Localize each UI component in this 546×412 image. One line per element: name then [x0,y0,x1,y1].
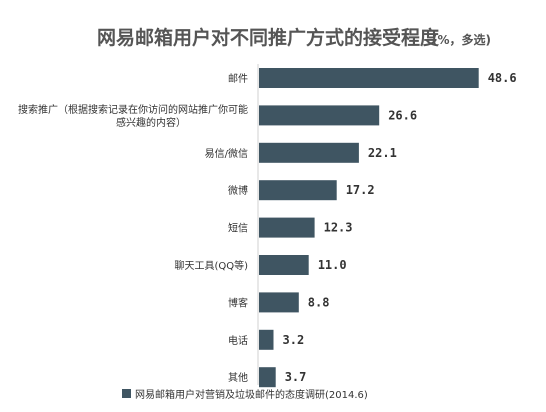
bar [259,292,299,313]
category-label: 聊天工具(QQ等) [174,259,248,272]
bar [259,329,274,350]
category-label: 短信 [228,222,248,235]
legend-swatch [122,389,131,398]
bar [259,217,315,238]
value-label: 26.6 [388,108,417,122]
value-label: 17.2 [346,183,375,197]
value-label: 12.3 [324,221,353,235]
bar [259,180,337,201]
value-label: 8.8 [308,295,330,309]
value-label: 48.6 [488,71,517,85]
category-label: 电话 [228,334,248,347]
category-label: 邮件 [228,72,248,85]
category-label: 搜索推广（根据搜索记录在你访问的网站推广你可能 [18,103,248,116]
bar [259,105,380,126]
category-label: 易信/微信 [205,147,248,160]
category-label: 微博 [228,184,248,197]
category-label: 其他 [228,371,248,384]
category-label: 感兴趣的内容） [116,116,186,129]
value-label: 3.7 [285,370,307,384]
value-labels-group: 48.6 26.6 22.1 17.2 12.3 11.0 8.8 3.2 3.7 [283,71,517,384]
bar [259,142,359,163]
value-label: 22.1 [368,146,397,160]
chart-title-unit: (%，多选) [432,32,491,47]
bars-group [259,68,479,388]
legend-label: 网易邮箱用户对营销及垃圾邮件的态度调研(2014.6) [135,388,368,401]
bar [259,255,309,275]
category-label: 博客 [228,296,248,309]
bar [259,68,479,88]
value-label: 11.0 [318,258,347,272]
value-label: 3.2 [283,333,305,347]
chart-title: 网易邮箱用户对不同推广方式的接受程度 [97,26,440,49]
bar [259,367,276,388]
